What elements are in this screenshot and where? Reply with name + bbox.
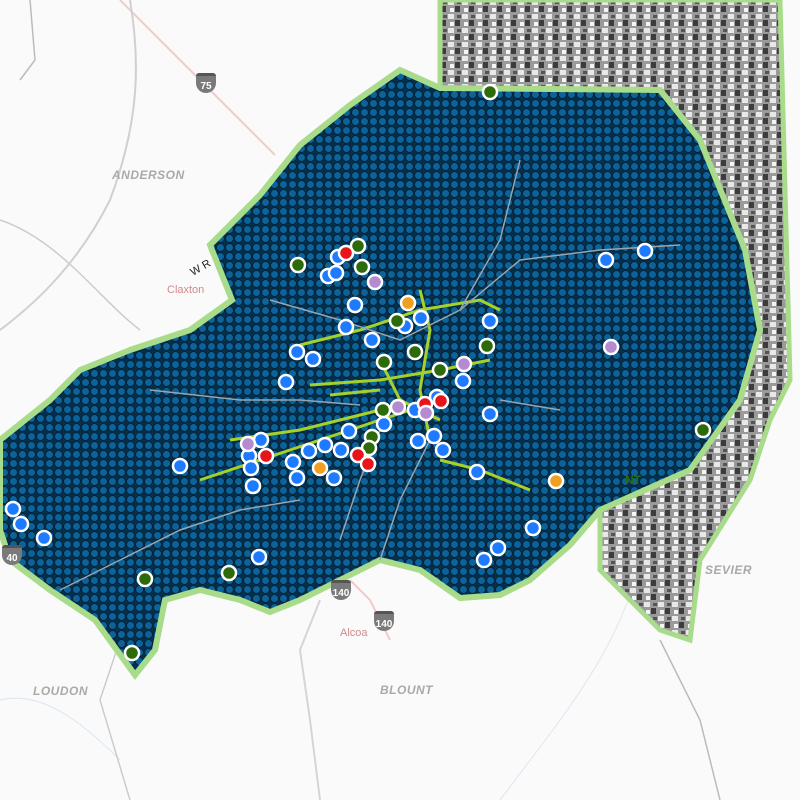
marker-red[interactable]	[257, 447, 275, 465]
marker-blue[interactable]	[481, 312, 499, 330]
road-line	[59, 499, 301, 591]
marker-red[interactable]	[337, 244, 355, 262]
marker-green[interactable]	[478, 337, 496, 355]
county-label-anderson: ANDERSON	[112, 168, 185, 182]
marker-orange[interactable]	[399, 294, 417, 312]
marker-green[interactable]	[388, 312, 406, 330]
marker-blue[interactable]	[171, 457, 189, 475]
marker-green[interactable]	[349, 237, 367, 255]
city-label-alcoa: Alcoa	[340, 627, 368, 639]
marker-blue[interactable]	[288, 343, 306, 361]
marker-red[interactable]	[432, 392, 450, 410]
marker-green[interactable]	[694, 421, 712, 439]
road-line	[149, 389, 361, 406]
interstate-shield-140: 140	[331, 580, 351, 600]
county-label-blount: BLOUNT	[380, 683, 433, 697]
marker-blue[interactable]	[304, 350, 322, 368]
marker-blue[interactable]	[346, 296, 364, 314]
interstate-shield-140-south: 140	[374, 611, 394, 631]
marker-blue[interactable]	[337, 318, 355, 336]
partial-label: NT	[625, 473, 641, 487]
marker-blue[interactable]	[300, 442, 318, 460]
marker-blue[interactable]	[250, 548, 268, 566]
marker-green[interactable]	[481, 83, 499, 101]
road-line	[499, 399, 561, 411]
marker-blue[interactable]	[277, 373, 295, 391]
road-line	[379, 439, 431, 561]
marker-green[interactable]	[353, 258, 371, 276]
marker-blue[interactable]	[327, 264, 345, 282]
marker-purple[interactable]	[455, 355, 473, 373]
marker-blue[interactable]	[468, 463, 486, 481]
marker-blue[interactable]	[425, 427, 443, 445]
marker-blue[interactable]	[412, 309, 430, 327]
marker-purple[interactable]	[602, 338, 620, 356]
marker-blue[interactable]	[325, 469, 343, 487]
marker-blue[interactable]	[316, 436, 334, 454]
marker-green[interactable]	[289, 256, 307, 274]
marker-green[interactable]	[375, 353, 393, 371]
marker-purple[interactable]	[417, 404, 435, 422]
marker-orange[interactable]	[547, 472, 565, 490]
marker-purple[interactable]	[366, 273, 384, 291]
marker-blue[interactable]	[332, 441, 350, 459]
marker-red[interactable]	[359, 455, 377, 473]
road-line	[459, 159, 521, 311]
map-markers[interactable]	[4, 83, 712, 662]
marker-green[interactable]	[431, 361, 449, 379]
marker-blue[interactable]	[242, 459, 260, 477]
county-label-loudon: LOUDON	[33, 684, 88, 698]
marker-green[interactable]	[406, 343, 424, 361]
trail-line	[229, 408, 381, 442]
marker-blue[interactable]	[475, 551, 493, 569]
city-label-claxton: Claxton	[167, 284, 205, 296]
marker-green[interactable]	[220, 564, 238, 582]
marker-purple[interactable]	[239, 435, 257, 453]
marker-green[interactable]	[123, 644, 141, 662]
county-label-sevier: SEVIER	[705, 563, 753, 577]
marker-green[interactable]	[374, 401, 392, 419]
knox-county-dots[interactable]	[0, 66, 764, 680]
marker-blue[interactable]	[363, 331, 381, 349]
major-roads	[59, 159, 681, 591]
marker-blue[interactable]	[340, 422, 358, 440]
marker-blue[interactable]	[597, 251, 615, 269]
marker-blue[interactable]	[434, 441, 452, 459]
marker-blue[interactable]	[35, 529, 53, 547]
marker-blue[interactable]	[524, 519, 542, 537]
marker-green[interactable]	[136, 570, 154, 588]
marker-blue[interactable]	[284, 453, 302, 471]
marker-orange[interactable]	[311, 459, 329, 477]
marker-blue[interactable]	[481, 405, 499, 423]
marker-red[interactable]	[349, 446, 367, 464]
marker-blue[interactable]	[375, 415, 393, 433]
interstate-shield-40: 40	[2, 545, 22, 565]
marker-blue[interactable]	[288, 469, 306, 487]
marker-blue[interactable]	[4, 500, 22, 518]
marker-blue[interactable]	[489, 539, 507, 557]
basemap-lines	[0, 0, 721, 800]
interstate-shield-75: 75	[196, 73, 216, 93]
marker-blue[interactable]	[12, 515, 30, 533]
marker-blue[interactable]	[454, 372, 472, 390]
marker-blue[interactable]	[244, 477, 262, 495]
trail-line	[329, 388, 381, 397]
marker-blue[interactable]	[409, 432, 427, 450]
marker-blue[interactable]	[636, 242, 654, 260]
marker-purple[interactable]	[389, 398, 407, 416]
